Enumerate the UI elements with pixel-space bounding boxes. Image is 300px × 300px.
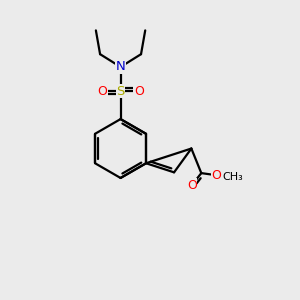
Text: O: O [98, 85, 107, 98]
Text: O: O [134, 85, 144, 98]
Text: O: O [187, 179, 197, 192]
Text: S: S [116, 85, 125, 98]
Text: N: N [116, 61, 125, 74]
Text: O: O [212, 169, 221, 182]
Text: CH₃: CH₃ [222, 172, 243, 182]
